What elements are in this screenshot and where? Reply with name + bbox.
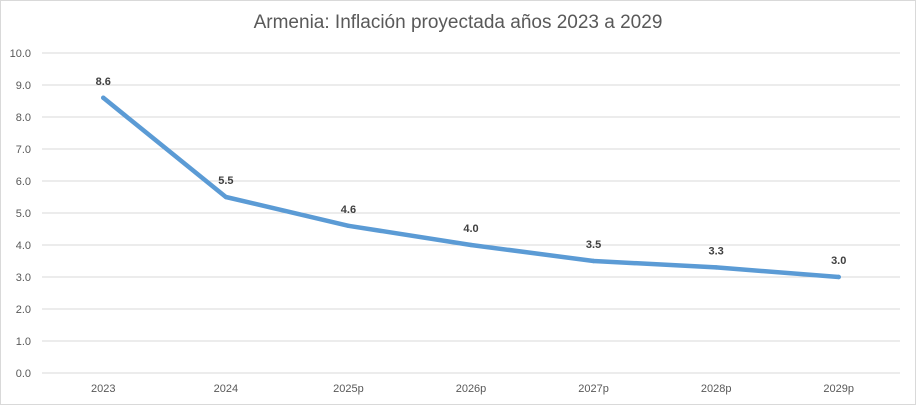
- data-label: 4.0: [463, 223, 478, 235]
- data-label: 3.0: [831, 255, 846, 267]
- data-labels: 8.6 5.5 4.6 4.0 3.5 3.3 3.0: [96, 76, 847, 267]
- data-point: [836, 274, 841, 280]
- y-tick-label: 7.0: [16, 144, 31, 156]
- y-tick-label: 10.0: [10, 48, 31, 60]
- data-label: 3.5: [586, 239, 601, 251]
- x-tick-label: 2023: [91, 383, 115, 395]
- data-point: [713, 265, 719, 270]
- data-label: 4.6: [341, 204, 356, 216]
- data-point: [591, 258, 596, 264]
- x-axis: 2023 2024 2025p 2026p 2027p 2028p 2029p: [91, 383, 854, 395]
- y-axis: 0.0 1.0 2.0 3.0 4.0 5.0 6.0 7.0 8.0 9.0 10.0: [10, 48, 31, 380]
- data-point: [468, 242, 474, 248]
- chart-title: Armenia: Inflación proyectada años 2023 …: [253, 12, 663, 33]
- series-line: [101, 95, 841, 280]
- data-label: 3.3: [708, 245, 723, 257]
- data-point: [101, 95, 106, 101]
- y-tick-label: 5.0: [16, 208, 31, 220]
- y-tick-label: 8.0: [16, 112, 31, 124]
- x-tick-label: 2028p: [701, 383, 732, 395]
- x-tick-label: 2029p: [823, 383, 854, 395]
- y-tick-label: 6.0: [16, 176, 31, 188]
- data-label: 5.5: [218, 175, 233, 187]
- y-tick-label: 4.0: [16, 240, 31, 252]
- data-label: 8.6: [96, 76, 111, 88]
- series-group: [101, 95, 841, 280]
- y-tick-label: 1.0: [16, 336, 31, 348]
- data-point: [223, 194, 229, 200]
- x-tick-label: 2025p: [333, 383, 364, 395]
- x-tick-label: 2027p: [578, 383, 609, 395]
- x-tick-label: 2026p: [456, 383, 487, 395]
- gridlines: [42, 52, 900, 374]
- y-tick-label: 9.0: [16, 80, 31, 92]
- data-point: [346, 223, 351, 228]
- y-tick-label: 0.0: [16, 368, 31, 380]
- x-tick-label: 2024: [214, 383, 238, 395]
- y-tick-label: 2.0: [16, 304, 31, 316]
- y-tick-label: 3.0: [16, 272, 31, 284]
